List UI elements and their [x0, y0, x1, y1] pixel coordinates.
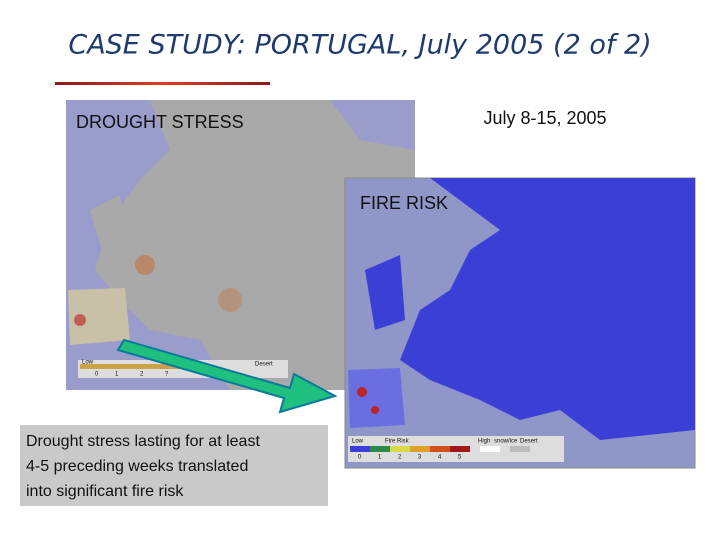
- fire-map: Low Fire Risk High snow/ice Desert 0 1 2…: [344, 177, 696, 469]
- legend-swatch: [480, 446, 500, 452]
- legend-label: 1: [115, 372, 119, 378]
- legend-label: snow/ice: [494, 439, 518, 445]
- legend-label: 1: [378, 455, 382, 461]
- legend-swatch: [410, 446, 430, 452]
- legend-label: 2: [398, 455, 402, 461]
- land: [95, 100, 415, 390]
- map-label: DROUGHT STRESS: [76, 112, 244, 132]
- drought-spot: [74, 314, 86, 326]
- caption-line: Drought stress lasting for at least: [26, 433, 260, 450]
- arrow: [116, 338, 338, 414]
- legend-label: 2: [140, 372, 144, 378]
- legend-swatch: [450, 446, 470, 452]
- land: [90, 195, 130, 260]
- legend-label: Desert: [520, 439, 538, 445]
- caption-box: [20, 425, 328, 506]
- drought-map: Low Desert 0 1 2 ? DROUGHT STRESS: [66, 100, 415, 390]
- legend-label: Desert: [255, 362, 273, 368]
- land: [365, 255, 405, 330]
- legend-swatch: [430, 446, 450, 452]
- legend-label: 5: [458, 455, 462, 461]
- legend-label: 0: [95, 372, 99, 378]
- legend-swatch: [370, 446, 390, 452]
- legend-label: ?: [165, 372, 169, 378]
- legend-label: Low: [352, 439, 364, 445]
- title-underline: [55, 82, 270, 85]
- fire-spot: [371, 406, 379, 414]
- slide-title: CASE STUDY: PORTUGAL, July 2005 (2 of 2): [68, 30, 651, 61]
- iberia: [348, 368, 405, 428]
- legend-label: High: [478, 439, 490, 445]
- drought-spot: [135, 255, 155, 275]
- iberia: [68, 288, 130, 345]
- legend-label: Fire Risk: [385, 439, 410, 445]
- legend-label: 3: [418, 455, 422, 461]
- legend-label: Low: [82, 360, 94, 366]
- legend-label: 0: [358, 455, 362, 461]
- map-label: FIRE RISK: [360, 193, 448, 213]
- caption-line: 4-5 preceding weeks translated: [26, 458, 248, 475]
- legend-scale: [80, 364, 180, 369]
- date-label: July 8-15, 2005: [483, 108, 606, 128]
- drought-spot: [218, 288, 242, 312]
- legend-swatch: [510, 446, 530, 452]
- land: [400, 178, 695, 440]
- legend-label: 4: [438, 455, 442, 461]
- caption-line: into significant fire risk: [26, 483, 184, 500]
- fire-spot: [357, 387, 367, 397]
- legend-swatch: [390, 446, 410, 452]
- legend-swatch: [350, 446, 370, 452]
